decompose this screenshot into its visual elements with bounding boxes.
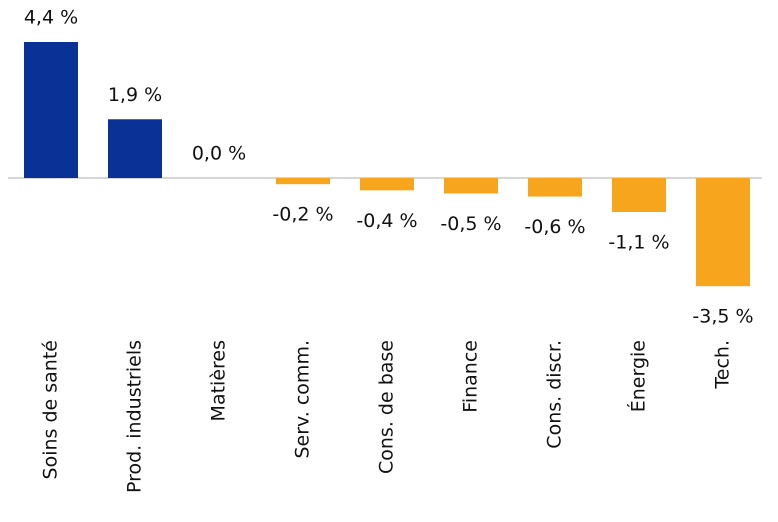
bar — [612, 178, 666, 212]
value-label: 4,4 % — [24, 7, 78, 29]
bar — [276, 178, 330, 185]
value-label: 0,0 % — [192, 143, 246, 165]
value-label: -1,1 % — [608, 232, 669, 254]
x-tick-label: Tech. — [712, 340, 734, 390]
bar — [24, 42, 78, 178]
x-tick-label: Serv. comm. — [292, 340, 314, 459]
bar — [696, 178, 750, 287]
x-tick-label: Cons. discr. — [544, 340, 566, 449]
value-label: -3,5 % — [692, 306, 753, 328]
bar — [360, 178, 414, 191]
bar — [528, 178, 582, 197]
x-tick-label: Finance — [460, 340, 482, 413]
value-label: -0,2 % — [272, 204, 333, 226]
value-label: -0,5 % — [440, 213, 501, 235]
value-label: -0,6 % — [524, 216, 585, 238]
value-label: -0,4 % — [356, 210, 417, 232]
x-tick-label: Cons. de base — [376, 340, 398, 474]
bar — [108, 119, 162, 178]
x-tick-label: Matières — [208, 340, 230, 421]
bar — [444, 178, 498, 194]
x-tick-label: Soins de santé — [40, 340, 62, 479]
x-tick-label: Prod. industriels — [124, 340, 146, 493]
x-tick-label: Énergie — [627, 340, 650, 412]
value-label: 1,9 % — [108, 84, 162, 106]
